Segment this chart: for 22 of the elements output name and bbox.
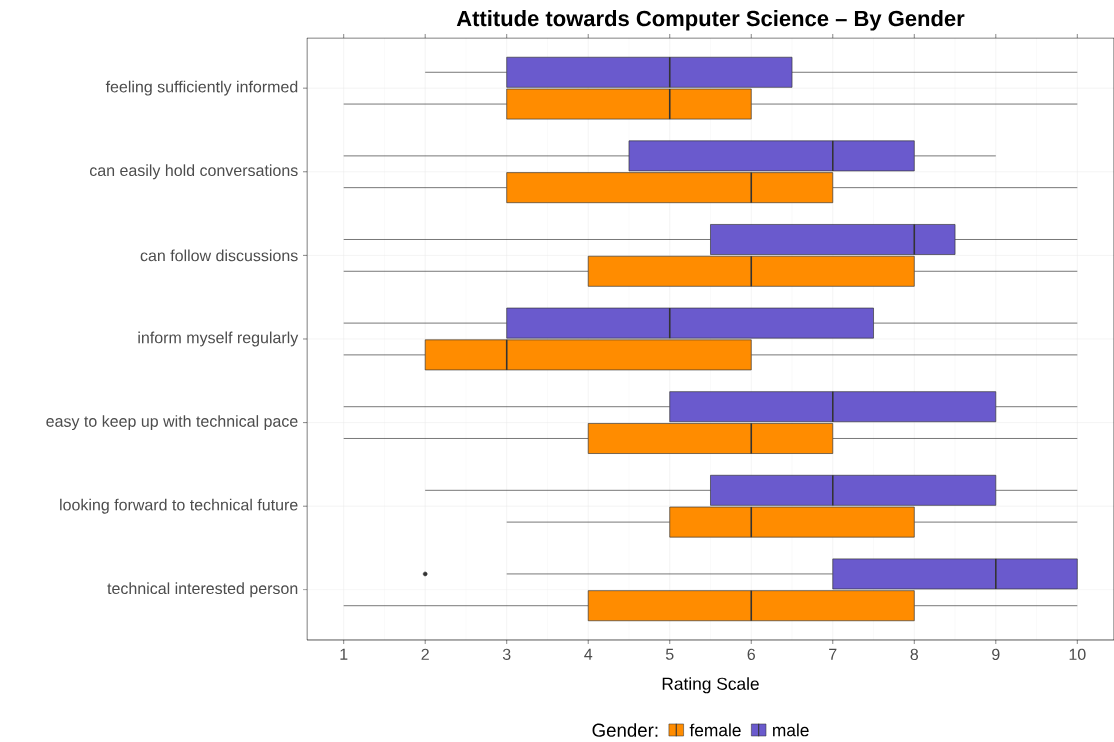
chart-title: Attitude towards Computer Science – By Gender (456, 10, 965, 31)
y-tick-label: easy to keep up with technical pace (46, 415, 298, 431)
y-tick-label: feeling sufficiently informed (105, 80, 298, 96)
legend-label: female (689, 723, 741, 737)
x-tick-label: 4 (584, 648, 593, 660)
y-tick-label: can follow discussions (140, 249, 298, 262)
x-tick-label: 3 (502, 648, 511, 661)
x-tick-label: 7 (829, 648, 837, 660)
x-tick-label: 10 (1069, 648, 1086, 661)
x-tick-label: 6 (747, 648, 755, 661)
x-tick-label: 8 (910, 648, 919, 661)
x-tick-label: 5 (665, 648, 674, 660)
y-tick-label: looking forward to technical future (60, 498, 298, 514)
x-axis-title: Rating Scale (662, 677, 759, 694)
x-tick-label: 1 (340, 648, 348, 660)
x-tick-label: 2 (421, 648, 429, 660)
y-tick-label: inform myself regularly (138, 331, 299, 347)
legend-title: Gender: (592, 723, 658, 737)
legend-label: male (773, 723, 809, 737)
y-tick-label: can easily hold conversations (89, 164, 298, 180)
x-tick-label: 9 (992, 648, 1000, 661)
y-tick-label: technical interested person (107, 582, 298, 598)
